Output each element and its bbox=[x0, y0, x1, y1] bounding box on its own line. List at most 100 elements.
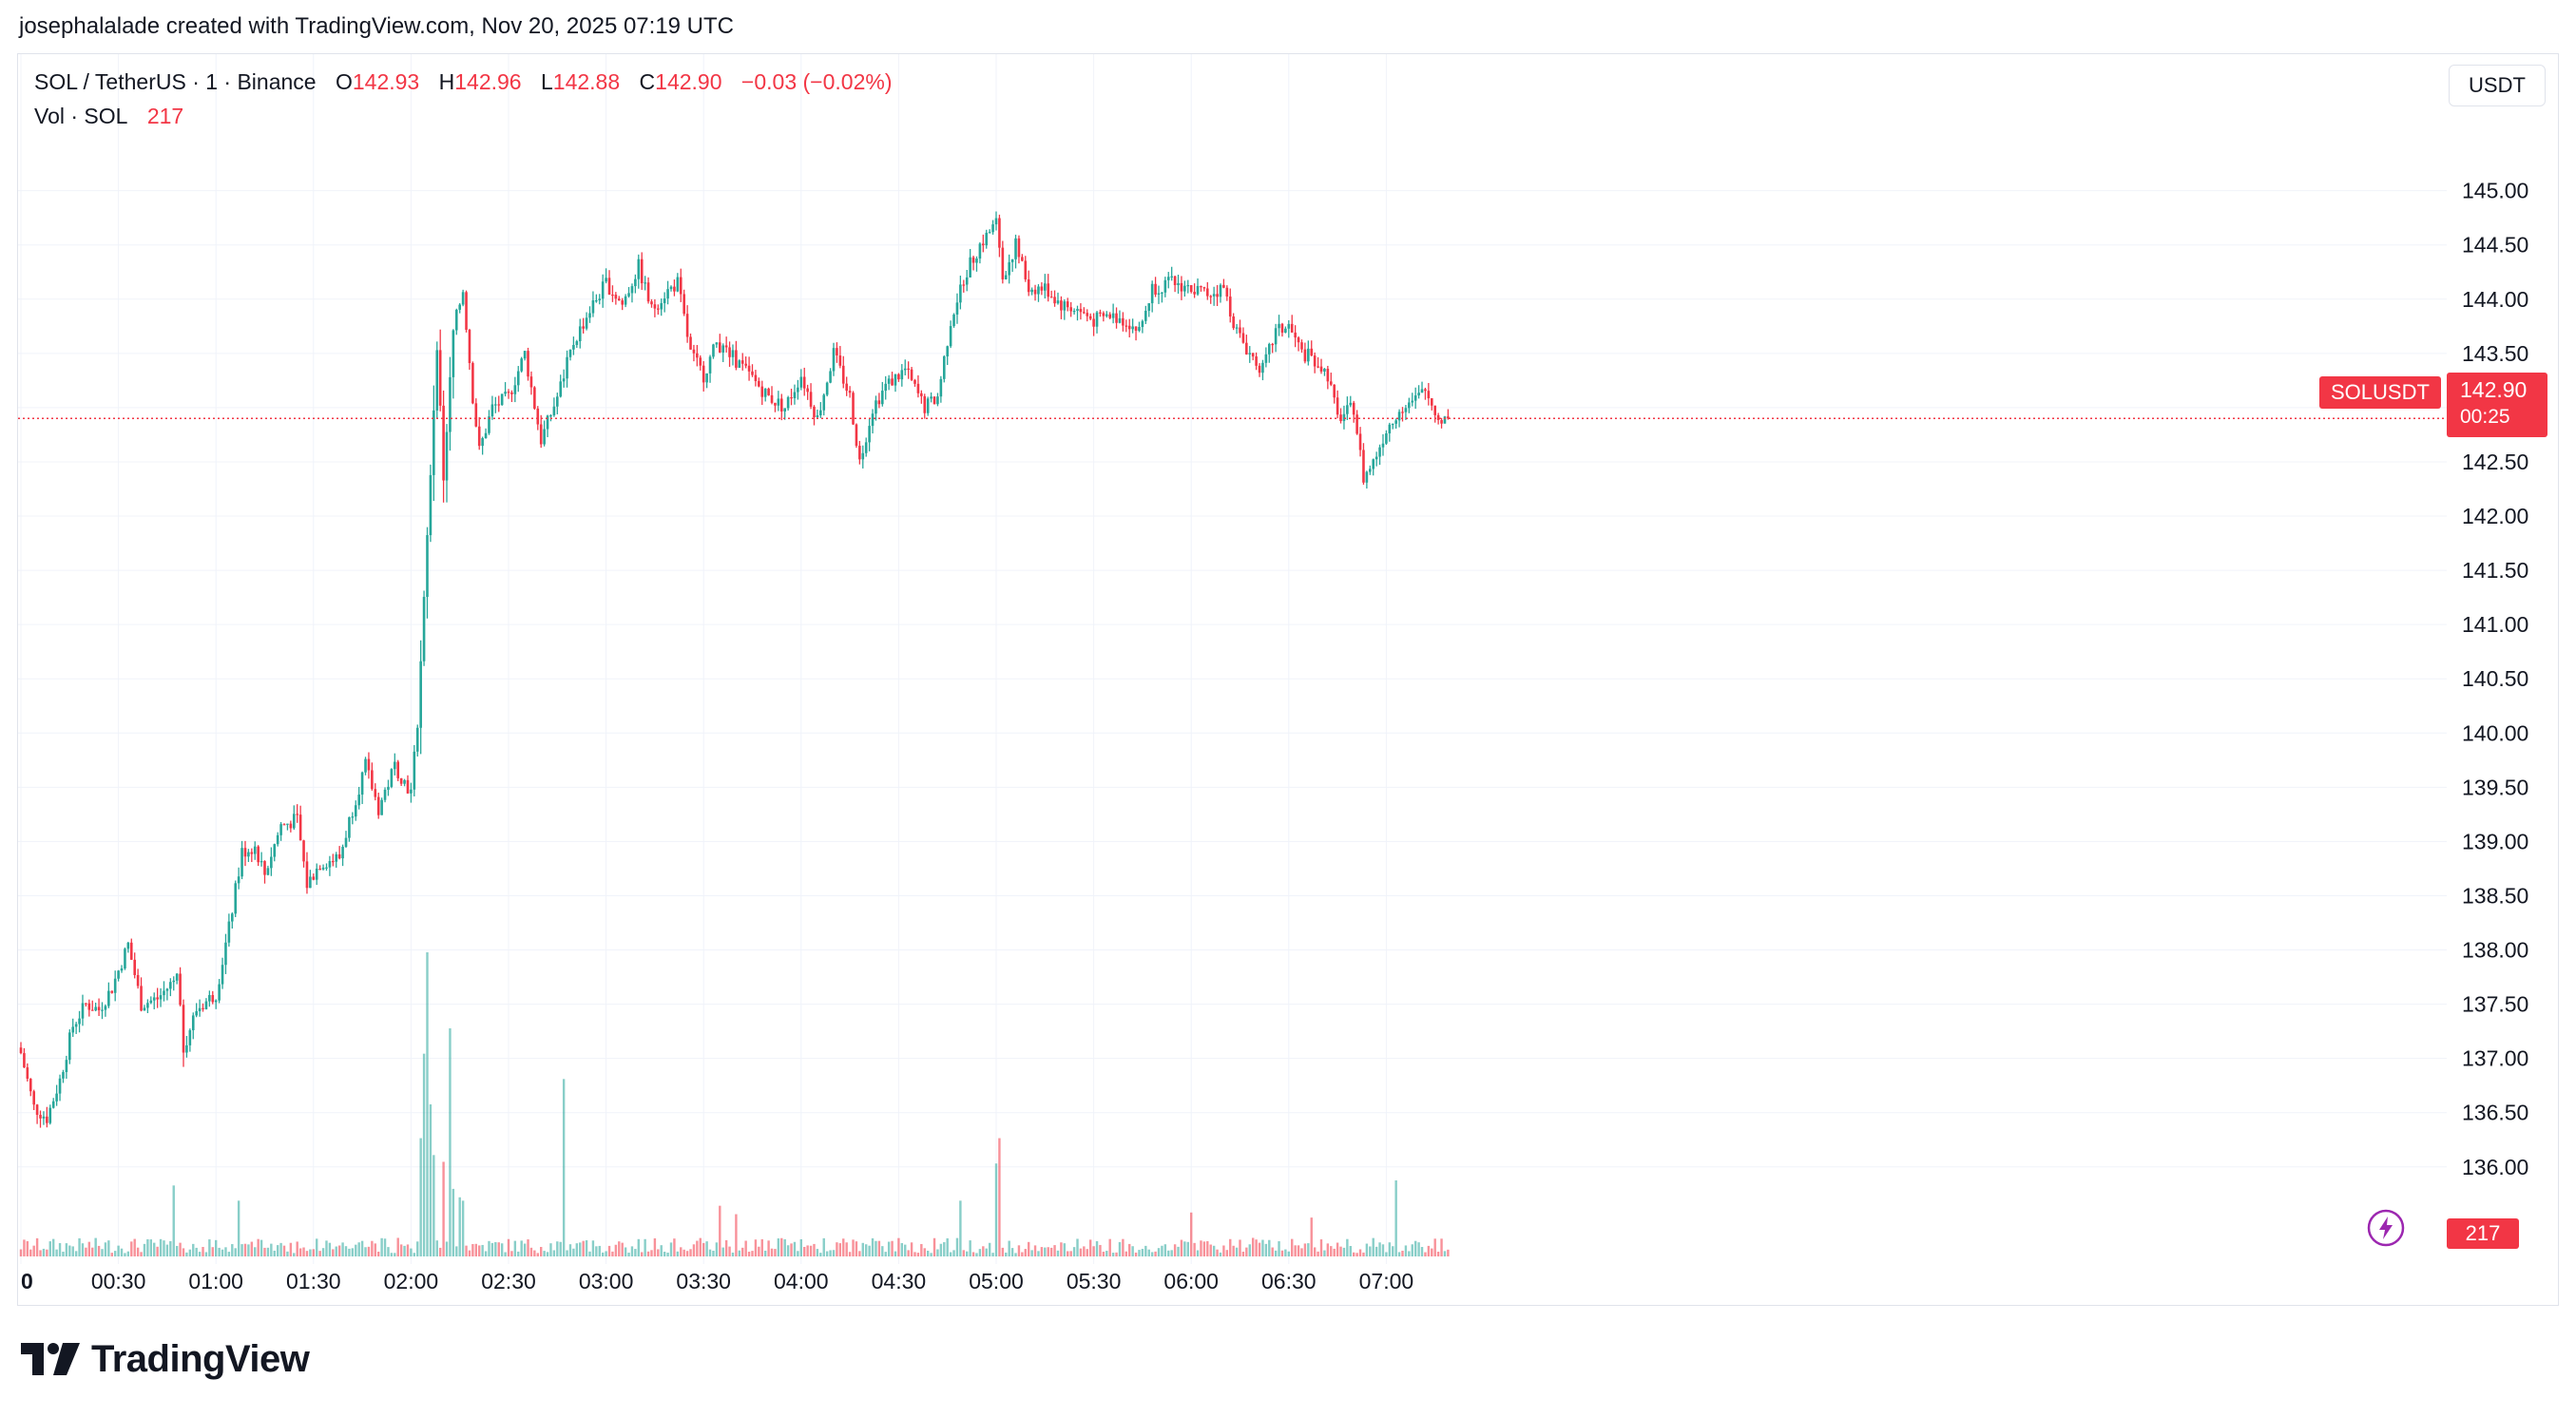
volume-bar bbox=[130, 1241, 133, 1256]
volume-bar bbox=[719, 1205, 721, 1256]
volume-bar bbox=[767, 1240, 770, 1256]
y-tick-label: 142.00 bbox=[2462, 504, 2528, 528]
candle-body bbox=[728, 347, 731, 357]
volume-bar bbox=[529, 1247, 533, 1256]
volume-bar bbox=[1125, 1251, 1127, 1256]
candle-body bbox=[758, 380, 760, 387]
candle-body bbox=[253, 846, 257, 854]
volume-bar bbox=[78, 1237, 81, 1256]
volume-bar bbox=[1333, 1248, 1336, 1256]
volume-bar bbox=[490, 1242, 494, 1256]
currency-unit-button[interactable]: USDT bbox=[2449, 65, 2546, 106]
volume-bar bbox=[735, 1214, 738, 1256]
volume-bar bbox=[1274, 1250, 1278, 1256]
volume-bar bbox=[1154, 1251, 1157, 1256]
volume-bar bbox=[68, 1245, 71, 1256]
volume-bar bbox=[23, 1239, 26, 1256]
lightning-bolt-icon[interactable] bbox=[2367, 1209, 2405, 1247]
y-tick-label: 140.00 bbox=[2462, 720, 2528, 745]
volume-bar bbox=[136, 1247, 140, 1256]
candle-body bbox=[598, 298, 602, 301]
volume-bar bbox=[19, 1249, 23, 1256]
candle-body bbox=[731, 350, 735, 357]
volume-bar bbox=[943, 1241, 946, 1256]
candle-body bbox=[770, 394, 774, 403]
volume-bar bbox=[26, 1240, 29, 1256]
volume-bar bbox=[630, 1246, 634, 1256]
volume-bar bbox=[91, 1247, 94, 1256]
volume-bar bbox=[383, 1238, 387, 1256]
volume-bar bbox=[416, 1241, 419, 1256]
volume-bar bbox=[488, 1240, 490, 1256]
volume-bar bbox=[556, 1241, 559, 1256]
candle-body bbox=[1111, 313, 1115, 318]
volume-bar bbox=[140, 1252, 143, 1256]
candle-body bbox=[1180, 282, 1183, 292]
volume-bar bbox=[1388, 1242, 1392, 1256]
candle-body bbox=[497, 404, 501, 406]
volume-bar bbox=[282, 1245, 286, 1256]
volume-bar bbox=[1216, 1249, 1219, 1256]
y-tick-label: 138.00 bbox=[2462, 938, 2528, 963]
volume-bar bbox=[1053, 1245, 1056, 1256]
volume-bar bbox=[449, 1028, 452, 1256]
y-tick-label: 141.50 bbox=[2462, 558, 2528, 583]
volume-label[interactable]: Vol · SOL bbox=[34, 104, 128, 128]
candle-body bbox=[1346, 405, 1349, 414]
x-tick-label: 01:00 bbox=[188, 1269, 243, 1293]
volume-bar bbox=[731, 1252, 735, 1256]
candle-body bbox=[1154, 283, 1157, 295]
volume-bar bbox=[575, 1243, 579, 1256]
volume-bar bbox=[865, 1244, 868, 1256]
volume-bar bbox=[533, 1250, 536, 1256]
volume-bar bbox=[982, 1246, 985, 1256]
candle-body bbox=[433, 410, 435, 475]
candle-body bbox=[1008, 261, 1010, 276]
volume-bar bbox=[1069, 1251, 1072, 1256]
volume-bar bbox=[682, 1249, 685, 1256]
x-tick-label: 05:00 bbox=[969, 1269, 1024, 1293]
volume-bar bbox=[461, 1200, 465, 1256]
candle-body bbox=[1115, 313, 1118, 323]
volume-bar bbox=[1232, 1245, 1235, 1256]
candle-body bbox=[367, 758, 371, 771]
candle-body bbox=[1271, 343, 1274, 346]
volume-bar bbox=[435, 1240, 438, 1256]
candle-body bbox=[861, 452, 865, 460]
y-tick-label: 143.50 bbox=[2462, 341, 2528, 366]
candle-body bbox=[1342, 413, 1346, 422]
volume-bar bbox=[845, 1242, 848, 1256]
candle-body bbox=[1157, 293, 1161, 295]
candle-body bbox=[523, 351, 527, 359]
candle-body bbox=[994, 218, 998, 225]
volume-bar bbox=[724, 1239, 728, 1256]
volume-bar bbox=[165, 1244, 169, 1256]
volume-bar bbox=[211, 1247, 214, 1256]
volume-bar bbox=[1436, 1252, 1440, 1256]
volume-bar bbox=[1063, 1243, 1067, 1256]
candle-body bbox=[204, 1001, 208, 1009]
volume-bar bbox=[1092, 1246, 1095, 1256]
volume-bar bbox=[1157, 1248, 1161, 1256]
volume-bar bbox=[754, 1239, 758, 1256]
volume-bar bbox=[1202, 1241, 1206, 1256]
volume-bar bbox=[966, 1251, 969, 1256]
volume-bar bbox=[335, 1246, 337, 1256]
candle-body bbox=[829, 371, 832, 383]
candle-body bbox=[816, 414, 819, 418]
candle-body bbox=[185, 1044, 188, 1053]
symbol-label[interactable]: SOL / TetherUS · 1 · Binance bbox=[34, 69, 317, 94]
volume-bar bbox=[523, 1243, 527, 1256]
tradingview-logo[interactable]: TradingView bbox=[21, 1338, 310, 1380]
volume-bar bbox=[588, 1251, 591, 1256]
volume-bar bbox=[1404, 1245, 1408, 1256]
volume-bar bbox=[507, 1238, 510, 1256]
candle-body bbox=[1134, 326, 1138, 331]
candle-body bbox=[341, 846, 344, 859]
candle-body bbox=[422, 597, 426, 661]
candle-body bbox=[292, 814, 296, 829]
volume-bar bbox=[627, 1253, 630, 1256]
volume-bar bbox=[1323, 1250, 1326, 1256]
candle-body bbox=[1037, 286, 1040, 295]
